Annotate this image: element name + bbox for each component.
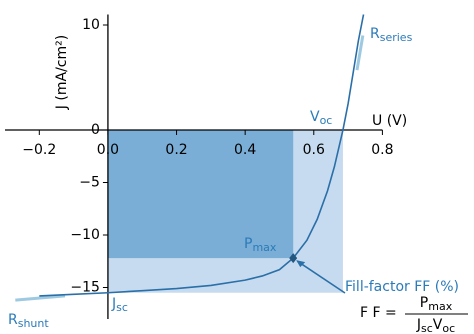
annotation-text: Fill-factor FF (%) [345,279,459,295]
annotation-sub: series [380,31,413,44]
annotation: Rshunt [8,312,49,330]
x-tick-label: 0.4 [234,142,256,158]
annotation-text: R [370,26,380,42]
y-tick-label: 0 [91,122,100,138]
annotation-text: V [310,109,320,125]
shunt-tangent [15,294,66,302]
denominator-text: V [433,317,443,333]
x-tick-label: 0.6 [303,142,325,158]
denominator-text: J [416,317,421,333]
annotation: Voc [310,109,332,127]
annotation-sub: oc [320,114,333,127]
annotation: Rseries [370,26,413,44]
formula-denominator: JscVoc [416,317,455,334]
annotation-text: J [111,296,116,312]
formula-lhs: F F = [360,305,397,321]
annotation-text: R [8,312,18,328]
y-tick-label: −15 [70,280,100,296]
pmax-marker [289,253,298,264]
x-tick-label: 0.8 [371,142,393,158]
annotation-sub: max [428,300,452,313]
x-tick-label: 0.0 [97,142,119,158]
annotation-sub: sc [116,301,128,314]
y-tick-label: −5 [79,175,100,191]
x-tick-label: −0.2 [22,142,56,158]
arrow-head [296,260,306,268]
denominator-sub: oc [442,322,455,334]
series-tangent [355,35,365,71]
annotation: Jsc [111,296,128,314]
y-tick-label: −10 [70,227,100,243]
x-axis-label: U (V) [372,113,407,129]
x-tick-label: 0.2 [165,142,187,158]
annotation: Pmax [420,295,453,313]
mpp-rect [107,130,294,259]
y-tick-label: 10 [82,17,100,33]
y-axis-label: J (mA/cm²) [54,35,70,110]
annotation: Fill-factor FF (%) [345,279,459,295]
annotation-text: P [420,295,428,311]
annotation-text: P [244,236,252,252]
annotation-sub: shunt [18,317,50,330]
pmax-arrow [296,260,346,294]
annotation: Pmax [244,236,277,254]
denominator-sub: sc [421,322,433,334]
annotation-sub: max [252,241,276,254]
